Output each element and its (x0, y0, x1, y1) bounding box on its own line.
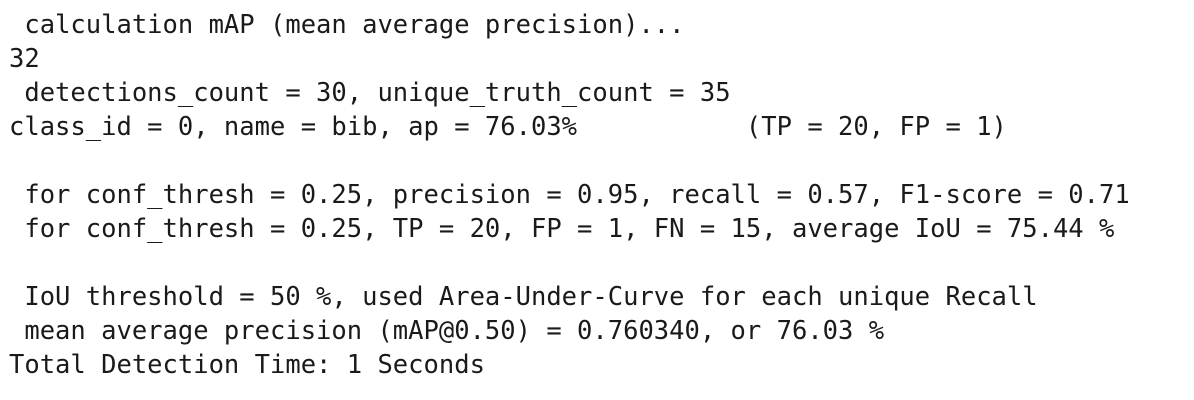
output-line-blank (9, 246, 1194, 280)
output-line-iou-threshold: IoU threshold = 50 %, used Area-Under-Cu… (9, 282, 1038, 312)
output-line-detections-count: detections_count = 30, unique_truth_coun… (9, 78, 731, 108)
output-line-mean-average-precision: mean average precision (mAP@0.50) = 0.76… (9, 316, 885, 346)
output-line-precision-recall: for conf_thresh = 0.25, precision = 0.95… (9, 180, 1130, 210)
output-line-map-calculation: calculation mAP (mean average precision)… (9, 10, 685, 40)
output-line-count: 32 (9, 44, 40, 74)
output-line-tp-fp-fn: for conf_thresh = 0.25, TP = 20, FP = 1,… (9, 214, 1115, 244)
output-line-total-detection-time: Total Detection Time: 1 Seconds (9, 350, 485, 380)
output-line-blank (9, 144, 1194, 178)
output-line-class-ap: class_id = 0, name = bib, ap = 76.03% (T… (9, 112, 1007, 142)
